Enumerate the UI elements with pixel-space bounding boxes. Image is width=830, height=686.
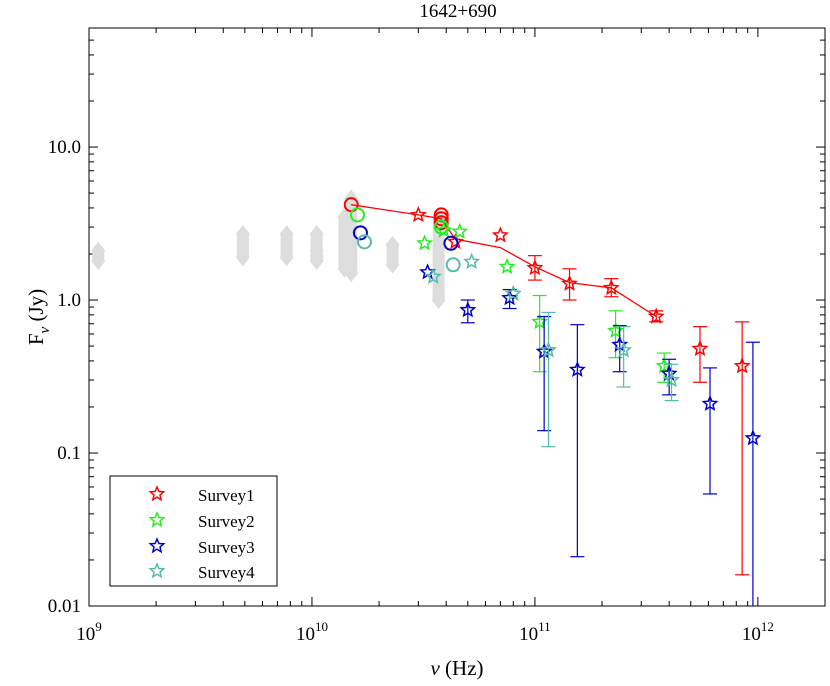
star-marker xyxy=(615,341,633,358)
circle-marker xyxy=(433,211,449,227)
x-tick-exponent: 11 xyxy=(538,619,551,634)
circle-marker xyxy=(433,219,449,235)
x-tick-label: 109 xyxy=(76,619,102,645)
circle-marker xyxy=(433,215,449,231)
star-marker xyxy=(504,284,522,302)
circle-marker xyxy=(356,234,372,250)
star-marker xyxy=(561,274,579,291)
archival-diamond xyxy=(344,264,359,283)
star-marker xyxy=(691,339,709,357)
archival-diamond xyxy=(385,255,400,274)
circle-marker xyxy=(349,207,365,223)
legend-star-icon xyxy=(148,511,166,528)
legend: Survey1 Survey2 Survey3 Survey4 xyxy=(109,475,278,587)
fit-line-layer xyxy=(351,204,657,318)
star-marker xyxy=(459,301,477,318)
archival-diamond xyxy=(235,225,250,244)
archival-diamond xyxy=(91,251,106,270)
archival-diamond xyxy=(309,248,324,267)
archival-diamond xyxy=(309,225,324,244)
star-marker xyxy=(607,321,625,338)
star-marker xyxy=(501,289,519,306)
legend-icons xyxy=(148,485,166,579)
archival-diamond xyxy=(279,248,294,267)
y-tick-label: 10.0 xyxy=(48,137,81,158)
x-axis-label-unit: (Hz) xyxy=(440,656,484,680)
archival-diamond xyxy=(91,241,106,260)
x-tick-base: 10 xyxy=(76,624,95,645)
legend-star-icon xyxy=(148,562,166,579)
star-marker xyxy=(451,222,469,239)
archival-bar xyxy=(280,234,293,258)
archival-bar xyxy=(236,234,249,258)
legend-star-icon xyxy=(148,537,166,554)
star-marker xyxy=(409,205,427,223)
legend-label-survey2: Survey2 xyxy=(198,512,255,531)
survey-points xyxy=(343,197,762,606)
x-tick-base: 10 xyxy=(296,624,315,645)
star-marker xyxy=(526,259,544,276)
star-marker xyxy=(647,307,665,324)
archival-diamond xyxy=(235,248,250,267)
star-marker xyxy=(701,394,719,411)
archival-bar xyxy=(345,198,358,274)
x-axis-label: ν (Hz) xyxy=(430,656,483,680)
x-tick-exponent: 12 xyxy=(761,619,774,634)
star-marker xyxy=(491,226,509,243)
x-tick-label: 1010 xyxy=(296,619,328,645)
star-marker xyxy=(446,232,464,250)
circle-marker xyxy=(443,235,459,251)
star-marker xyxy=(463,252,481,269)
star-marker xyxy=(733,357,751,374)
x-tick-label: 1011 xyxy=(519,619,551,645)
fit-line xyxy=(351,204,657,318)
legend-label-survey1: Survey1 xyxy=(198,486,255,505)
star-marker xyxy=(424,267,442,284)
star-marker xyxy=(416,234,434,251)
chart-title: 1642+690 xyxy=(419,1,496,22)
legend-label-survey4: Survey4 xyxy=(198,563,255,582)
legend-label-survey3: Survey3 xyxy=(198,538,255,557)
x-tick-exponent: 9 xyxy=(95,619,102,634)
archival-points xyxy=(91,189,446,310)
y-axis-label-sub: ν xyxy=(37,326,53,333)
star-marker xyxy=(744,429,762,446)
archival-diamond xyxy=(385,235,400,254)
star-marker xyxy=(602,278,620,296)
circle-marker xyxy=(445,257,461,273)
archival-bar xyxy=(432,216,445,301)
x-tick-base: 10 xyxy=(519,624,538,645)
x-tick-base: 10 xyxy=(742,624,761,645)
y-axis-label-unit: (Jy) xyxy=(24,289,48,327)
legend-star-icon xyxy=(148,485,166,502)
star-marker xyxy=(663,371,681,388)
x-tick-exponent: 10 xyxy=(315,619,328,634)
star-marker xyxy=(498,257,516,274)
archival-diamond xyxy=(431,291,446,310)
x-axis-label-symbol: ν xyxy=(430,656,440,680)
star-marker xyxy=(539,341,557,358)
y-tick-label: 1.0 xyxy=(57,290,81,311)
y-axis-label: Fν (Jy) xyxy=(24,289,53,345)
x-tick-label: 1012 xyxy=(742,619,774,645)
star-marker xyxy=(568,360,586,377)
y-axis-label-main: F xyxy=(24,333,48,345)
legend-box xyxy=(109,475,278,587)
archival-diamond xyxy=(279,225,294,244)
y-tick-label: 0.01 xyxy=(48,596,81,617)
circle-marker xyxy=(352,225,368,241)
y-tick-label: 0.1 xyxy=(57,443,81,464)
